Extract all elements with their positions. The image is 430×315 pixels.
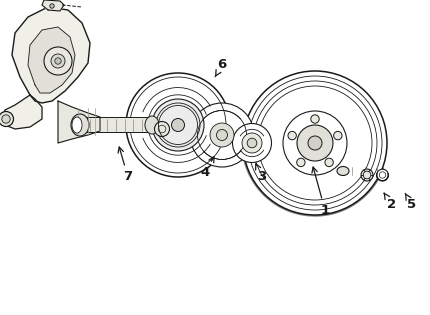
Text: 6: 6 [215, 59, 227, 77]
Circle shape [242, 133, 262, 153]
Polygon shape [12, 7, 90, 103]
Circle shape [44, 47, 72, 75]
Circle shape [233, 123, 271, 163]
Circle shape [311, 115, 319, 123]
Circle shape [377, 169, 388, 181]
Circle shape [55, 58, 61, 64]
Circle shape [190, 103, 254, 167]
Circle shape [243, 71, 387, 215]
Ellipse shape [71, 114, 89, 136]
Text: 3: 3 [255, 164, 267, 184]
Ellipse shape [72, 117, 82, 133]
Text: 2: 2 [384, 193, 396, 211]
Text: 7: 7 [118, 147, 132, 184]
Text: 5: 5 [405, 193, 417, 211]
Circle shape [247, 138, 257, 148]
Polygon shape [2, 95, 42, 129]
Circle shape [210, 123, 234, 147]
Circle shape [361, 169, 373, 181]
Circle shape [0, 112, 13, 127]
Circle shape [334, 131, 342, 140]
Circle shape [50, 4, 54, 8]
Circle shape [325, 158, 333, 167]
Polygon shape [58, 101, 100, 143]
Circle shape [51, 54, 65, 68]
Circle shape [126, 73, 230, 177]
Circle shape [308, 136, 322, 150]
Circle shape [172, 118, 184, 131]
Circle shape [297, 125, 333, 161]
Polygon shape [28, 27, 75, 93]
Circle shape [297, 158, 305, 167]
Text: 1: 1 [312, 167, 329, 216]
Ellipse shape [337, 167, 349, 175]
Circle shape [288, 131, 296, 140]
Circle shape [283, 111, 347, 175]
Circle shape [216, 129, 227, 140]
Ellipse shape [145, 116, 159, 134]
Circle shape [154, 122, 169, 136]
Circle shape [152, 99, 204, 151]
Text: 4: 4 [200, 157, 214, 180]
Circle shape [2, 115, 10, 123]
Polygon shape [42, 0, 64, 11]
FancyBboxPatch shape [86, 117, 151, 133]
